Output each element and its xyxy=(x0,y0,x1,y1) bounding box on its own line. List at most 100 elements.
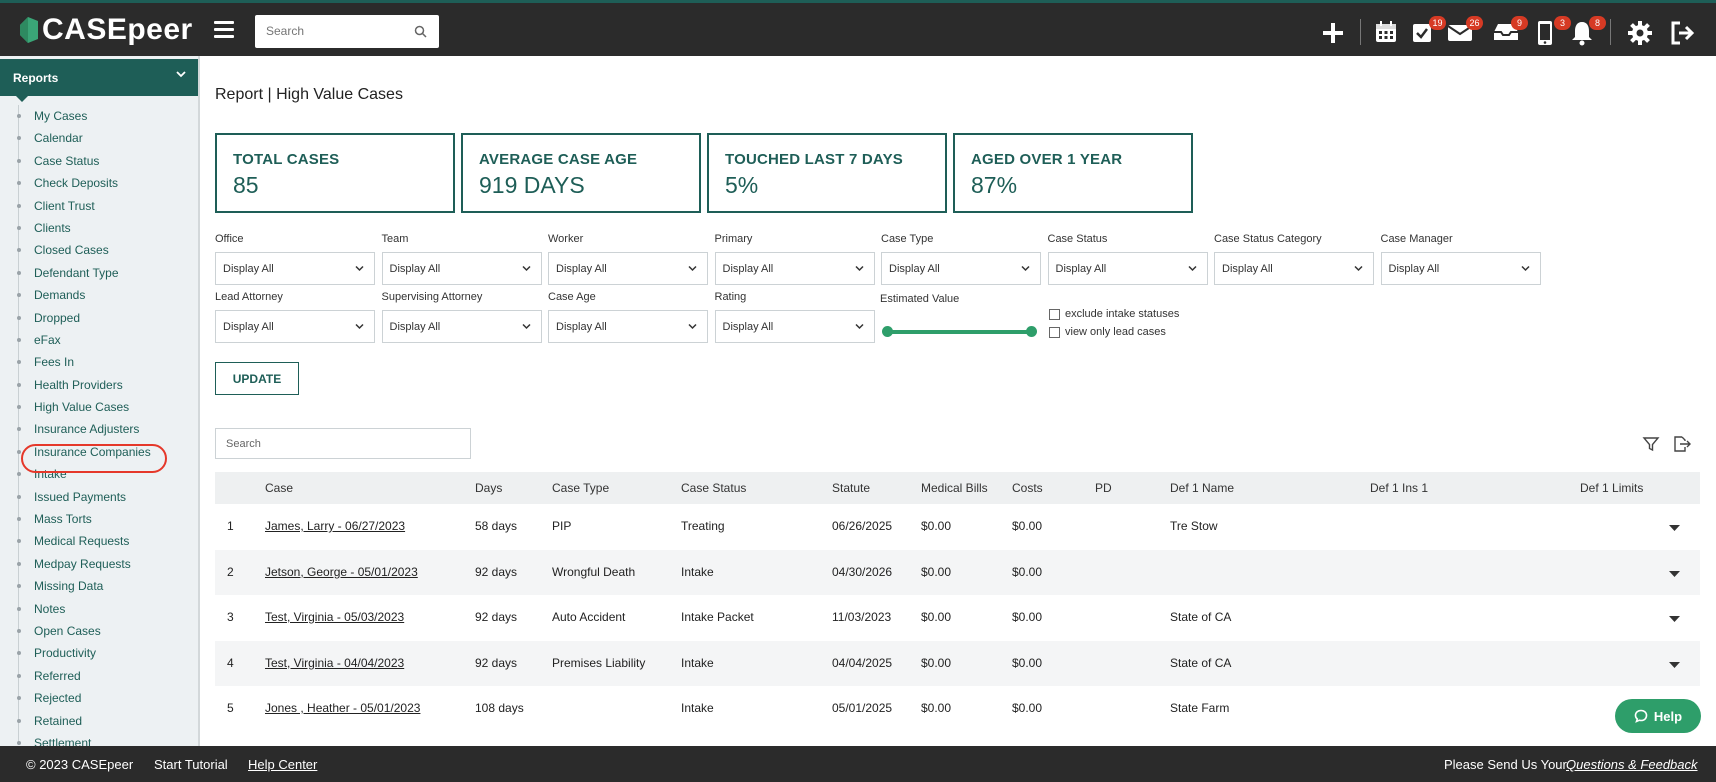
case-link[interactable]: Test, Virginia - 05/03/2023 xyxy=(265,610,405,624)
add-icon[interactable] xyxy=(1320,20,1346,46)
chevron-down-icon[interactable] xyxy=(1021,265,1030,272)
gear-icon[interactable] xyxy=(1627,20,1653,46)
case-link[interactable]: Jones , Heather - 05/01/2023 xyxy=(265,701,421,715)
chevron-down-icon[interactable] xyxy=(854,323,864,330)
checkbox-box[interactable] xyxy=(1049,308,1060,320)
phone-icon[interactable]: 3 xyxy=(1535,16,1571,46)
chevron-down-icon[interactable] xyxy=(176,70,186,78)
column-header-case[interactable]: Case xyxy=(265,481,294,495)
start-tutorial-link[interactable]: Start Tutorial xyxy=(154,757,228,772)
case-type-select[interactable]: Display All xyxy=(881,252,1041,285)
sidebar-item-fees-in[interactable]: Fees In xyxy=(0,351,198,373)
sidebar-item-rejected[interactable]: Rejected xyxy=(0,687,198,709)
column-header-def-1-name[interactable]: Def 1 Name xyxy=(1170,481,1235,495)
case-age-select[interactable]: Display All xyxy=(548,310,708,343)
chevron-down-icon[interactable] xyxy=(355,323,364,330)
rating-select[interactable]: Display All xyxy=(714,310,875,343)
table-row[interactable]: 3 Test, Virginia - 05/03/2023 92 days Auto … xyxy=(215,595,1700,641)
filter-icon[interactable] xyxy=(1642,435,1660,453)
column-header-def-1-limits[interactable]: Def 1 Limits xyxy=(1580,481,1644,495)
column-header-days[interactable]: Days xyxy=(475,481,503,495)
feedback-link[interactable]: Questions & Feedback xyxy=(1566,757,1698,772)
sidebar-item-mass-torts[interactable]: Mass Torts xyxy=(0,508,198,530)
sidebar-item-settlement[interactable]: Settlement xyxy=(0,732,198,746)
chevron-down-icon[interactable] xyxy=(521,323,531,330)
sidebar-item-open-cases[interactable]: Open Cases xyxy=(0,620,198,642)
table-row[interactable]: 5 Jones , Heather - 05/01/2023 108 days Int… xyxy=(215,686,1700,732)
chevron-down-icon[interactable] xyxy=(688,265,697,272)
primary-select[interactable]: Display All xyxy=(714,252,875,285)
sidebar-item-dropped[interactable]: Dropped xyxy=(0,307,198,329)
sidebar-item-missing-data[interactable]: Missing Data xyxy=(0,575,198,597)
chevron-down-icon[interactable] xyxy=(521,265,531,272)
row-expand-caret-icon[interactable] xyxy=(1669,616,1680,623)
sidebar-item-check-deposits[interactable]: Check Deposits xyxy=(0,172,198,194)
sidebar-section-reports[interactable]: Reports xyxy=(0,59,198,96)
chevron-down-icon[interactable] xyxy=(688,323,697,330)
lead-attorney-select[interactable]: Display All xyxy=(215,310,375,343)
sidebar-item-medpay-requests[interactable]: Medpay Requests xyxy=(0,553,198,575)
logout-icon[interactable] xyxy=(1670,20,1696,46)
estimated-value-slider[interactable] xyxy=(882,326,1037,338)
sidebar-item-insurance-adjusters[interactable]: Insurance Adjusters xyxy=(0,418,198,440)
chevron-down-icon[interactable] xyxy=(355,265,364,272)
case-link[interactable]: Jetson, George - 05/01/2023 xyxy=(265,564,418,579)
update-button[interactable]: UPDATE xyxy=(215,362,299,395)
team-select[interactable]: Display All xyxy=(381,252,542,285)
inbox-icon[interactable]: 9 xyxy=(1492,16,1528,46)
bell-icon[interactable]: 8 xyxy=(1570,16,1606,46)
chevron-down-icon[interactable] xyxy=(1354,265,1363,272)
column-header-pd[interactable]: PD xyxy=(1095,481,1112,495)
column-header-costs[interactable]: Costs xyxy=(1012,481,1043,495)
export-icon[interactable] xyxy=(1672,435,1692,453)
sidebar-item-client-trust[interactable]: Client Trust xyxy=(0,195,198,217)
table-row[interactable]: 4 Test, Virginia - 04/04/2023 92 days Premi… xyxy=(215,640,1700,686)
row-expand-caret-icon[interactable] xyxy=(1669,661,1680,669)
chevron-down-icon[interactable] xyxy=(854,265,864,272)
sidebar-item-high-value-cases[interactable]: High Value Cases xyxy=(0,396,198,418)
supervising-attorney-select[interactable]: Display All xyxy=(381,310,542,343)
column-header-case-type[interactable]: Case Type xyxy=(552,481,610,495)
menu-toggle-icon[interactable] xyxy=(214,21,234,39)
sidebar-item-medical-requests[interactable]: Medical Requests xyxy=(0,530,198,552)
column-header-case-status[interactable]: Case Status xyxy=(681,481,747,495)
app-logo[interactable]: CASEpeer xyxy=(18,13,193,47)
help-center-link[interactable]: Help Center xyxy=(248,757,318,772)
lead-cases-checkbox[interactable]: view only lead cases xyxy=(1049,326,1166,338)
tasks-icon[interactable]: 19 xyxy=(1410,16,1446,46)
office-select[interactable]: Display All xyxy=(215,252,375,285)
case-status-select[interactable]: Display All xyxy=(1047,252,1208,285)
sidebar-item-issued-payments[interactable]: Issued Payments xyxy=(0,486,198,508)
row-expand-caret-icon[interactable] xyxy=(1669,570,1680,578)
help-button[interactable]: Help xyxy=(1615,699,1701,733)
search-icon[interactable] xyxy=(414,25,427,38)
case-link[interactable]: James, Larry - 06/27/2023 xyxy=(265,519,406,533)
sidebar-item-closed-cases[interactable]: Closed Cases xyxy=(0,239,198,261)
exclude-intake-checkbox[interactable]: exclude intake statuses xyxy=(1049,308,1179,320)
checkbox-box[interactable] xyxy=(1049,326,1060,338)
sidebar-item-case-status[interactable]: Case Status xyxy=(0,150,198,172)
sidebar-item-productivity[interactable]: Productivity xyxy=(0,642,198,664)
chevron-down-icon[interactable] xyxy=(1187,265,1197,272)
global-search[interactable] xyxy=(255,15,439,48)
table-search-input[interactable]: Search xyxy=(215,428,471,459)
calendar-icon[interactable] xyxy=(1374,20,1400,46)
sidebar-item-referred[interactable]: Referred xyxy=(0,665,198,687)
table-row[interactable]: 1 James, Larry - 06/27/2023 58 days PIP Trea… xyxy=(215,504,1700,550)
global-search-input[interactable] xyxy=(255,15,405,46)
sidebar-item-insurance-companies[interactable]: Insurance Companies xyxy=(0,441,198,463)
sidebar-item-retained[interactable]: Retained xyxy=(0,710,198,732)
sidebar-item-demands[interactable]: Demands xyxy=(0,284,198,306)
sidebar-item-efax[interactable]: eFax xyxy=(0,329,198,351)
case-status-category-select[interactable]: Display All xyxy=(1214,252,1374,285)
slider-max-handle[interactable] xyxy=(1026,326,1037,337)
table-row[interactable]: 2 Jetson, George - 05/01/2023 92 days Wrong… xyxy=(215,549,1700,595)
case-manager-select[interactable]: Display All xyxy=(1380,252,1541,285)
sidebar-item-defendant-type[interactable]: Defendant Type xyxy=(0,262,198,284)
sidebar-item-intake[interactable]: Intake xyxy=(0,463,198,485)
column-header-def-1-ins-1[interactable]: Def 1 Ins 1 xyxy=(1370,481,1429,495)
sidebar-item-my-cases[interactable]: My Cases xyxy=(0,105,198,127)
sidebar-item-notes[interactable]: Notes xyxy=(0,598,198,620)
mail-icon[interactable]: 26 xyxy=(1447,16,1483,46)
row-expand-caret-icon[interactable] xyxy=(1669,525,1680,532)
